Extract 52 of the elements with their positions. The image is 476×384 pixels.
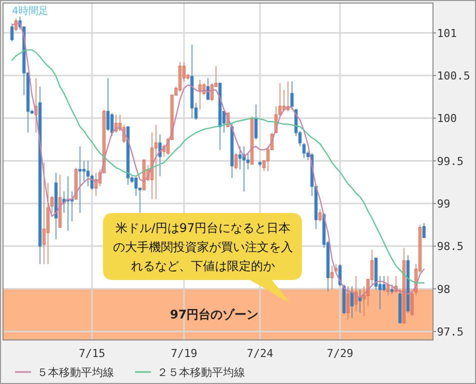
candlestick — [330, 265, 334, 290]
candlestick — [370, 249, 374, 287]
candlestick — [42, 162, 46, 265]
y-tick-label: 100.5 — [437, 70, 470, 83]
candlestick — [262, 159, 266, 172]
candlestick — [318, 208, 322, 222]
candlestick — [410, 292, 414, 317]
y-tick-label: 99 — [437, 197, 450, 210]
candlestick — [382, 276, 386, 292]
candlestick — [154, 124, 158, 200]
y-tick-label: 99.5 — [437, 154, 464, 168]
candlestick — [234, 152, 238, 170]
y-tick-label: 98.5 — [437, 240, 464, 254]
candlestick — [346, 286, 350, 320]
legend-label: ５本移動平均線 — [37, 366, 114, 379]
candlestick — [302, 142, 306, 159]
candlestick — [46, 182, 50, 265]
candlestick — [266, 146, 270, 172]
band-label: 97円台のゾーン — [170, 307, 259, 322]
candlestick — [82, 160, 86, 182]
candlestick — [238, 146, 242, 170]
candlestick — [78, 146, 82, 214]
candlestick — [170, 94, 174, 140]
candlestick — [50, 195, 54, 214]
candlestick — [182, 62, 186, 82]
annotation: 4時間足 — [12, 5, 48, 17]
candlestick — [290, 80, 294, 110]
candlestick — [286, 80, 290, 112]
annotation: 米ドル/円は97円台になると日本の大手機関投資家が買い注文を入れるなど、下値は限定的か — [113, 221, 293, 273]
y-tick-label: 97.5 — [437, 325, 464, 338]
x-tick-label: 7/24 — [246, 347, 274, 360]
legend-label: ２５本移動平均線 — [157, 366, 245, 379]
candlestick — [246, 152, 250, 170]
x-tick-label: 7/19 — [170, 347, 198, 360]
candlestick — [422, 222, 426, 238]
x-tick-label: 7/29 — [326, 347, 354, 360]
candlestick — [134, 177, 138, 196]
candlestick — [390, 284, 394, 294]
candlestick — [362, 286, 366, 317]
y-tick-label: 98 — [437, 282, 450, 296]
candlestick — [198, 79, 202, 110]
candlestick — [86, 160, 90, 187]
candlestick — [214, 66, 218, 88]
y-tick-label: 101 — [437, 26, 457, 40]
candlestick — [174, 86, 178, 96]
candlestick — [178, 61, 182, 92]
candlestick — [186, 73, 190, 80]
x-tick-label: 7/15 — [78, 347, 106, 360]
candlestick — [10, 22, 14, 42]
y-tick-label: 100 — [437, 112, 457, 126]
candlestick — [418, 224, 422, 274]
candlestick — [106, 78, 110, 132]
